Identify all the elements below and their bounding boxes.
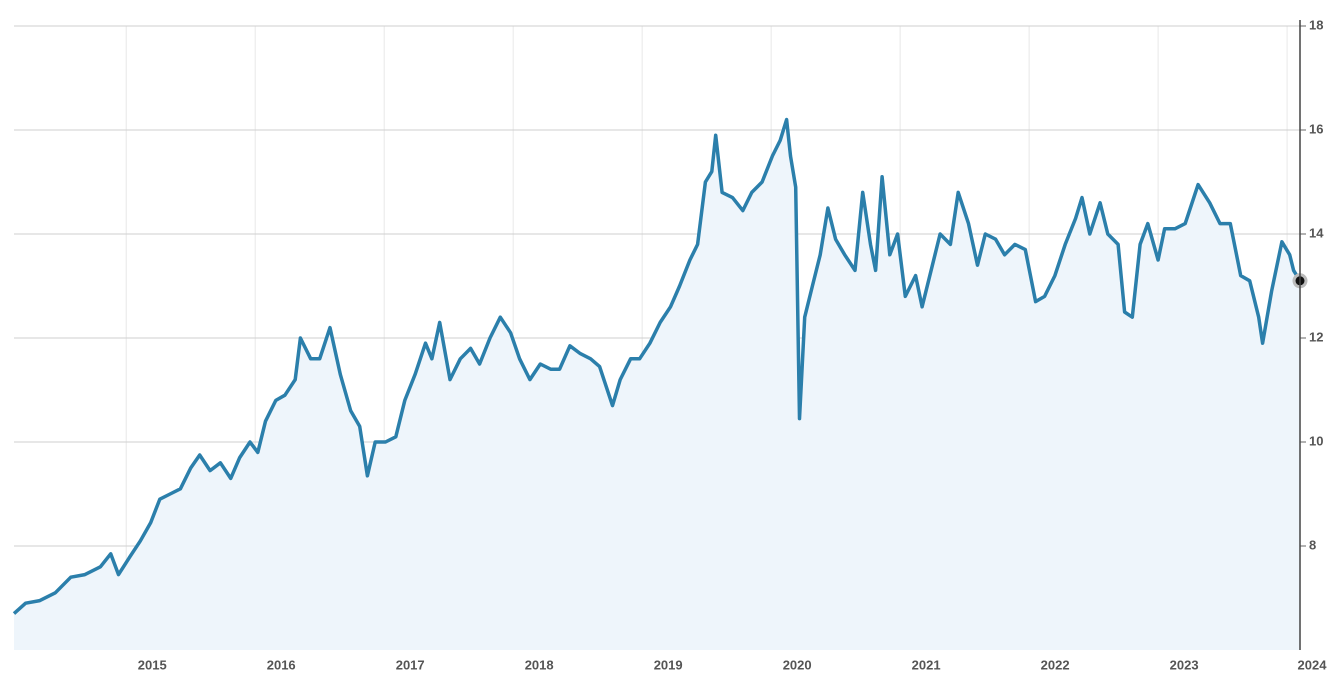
x-tick-label: 2022 bbox=[1041, 657, 1070, 672]
y-tick-label: 18 bbox=[1309, 17, 1323, 32]
x-tick-label: 2016 bbox=[267, 657, 296, 672]
x-tick-label: 2018 bbox=[525, 657, 554, 672]
x-tick-label: 2015 bbox=[138, 657, 167, 672]
x-tick-label: 2017 bbox=[396, 657, 425, 672]
x-tick-label: 2019 bbox=[654, 657, 683, 672]
y-tick-label: 10 bbox=[1309, 433, 1323, 448]
x-tick-label: 2021 bbox=[912, 657, 941, 672]
y-tick-label: 14 bbox=[1309, 225, 1324, 240]
y-tick-label: 8 bbox=[1309, 537, 1316, 552]
area-fill bbox=[14, 119, 1300, 651]
line bbox=[12, 117, 1302, 615]
y-tick-label: 12 bbox=[1309, 329, 1323, 344]
y-tick-label: 16 bbox=[1309, 121, 1323, 136]
x-tick-label: 2024 bbox=[1298, 657, 1328, 672]
x-tick-label: 2020 bbox=[783, 657, 812, 672]
x-tick-label: 2023 bbox=[1170, 657, 1199, 672]
